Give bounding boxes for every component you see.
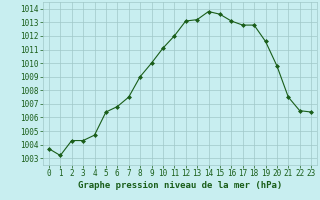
X-axis label: Graphe pression niveau de la mer (hPa): Graphe pression niveau de la mer (hPa) xyxy=(78,181,282,190)
